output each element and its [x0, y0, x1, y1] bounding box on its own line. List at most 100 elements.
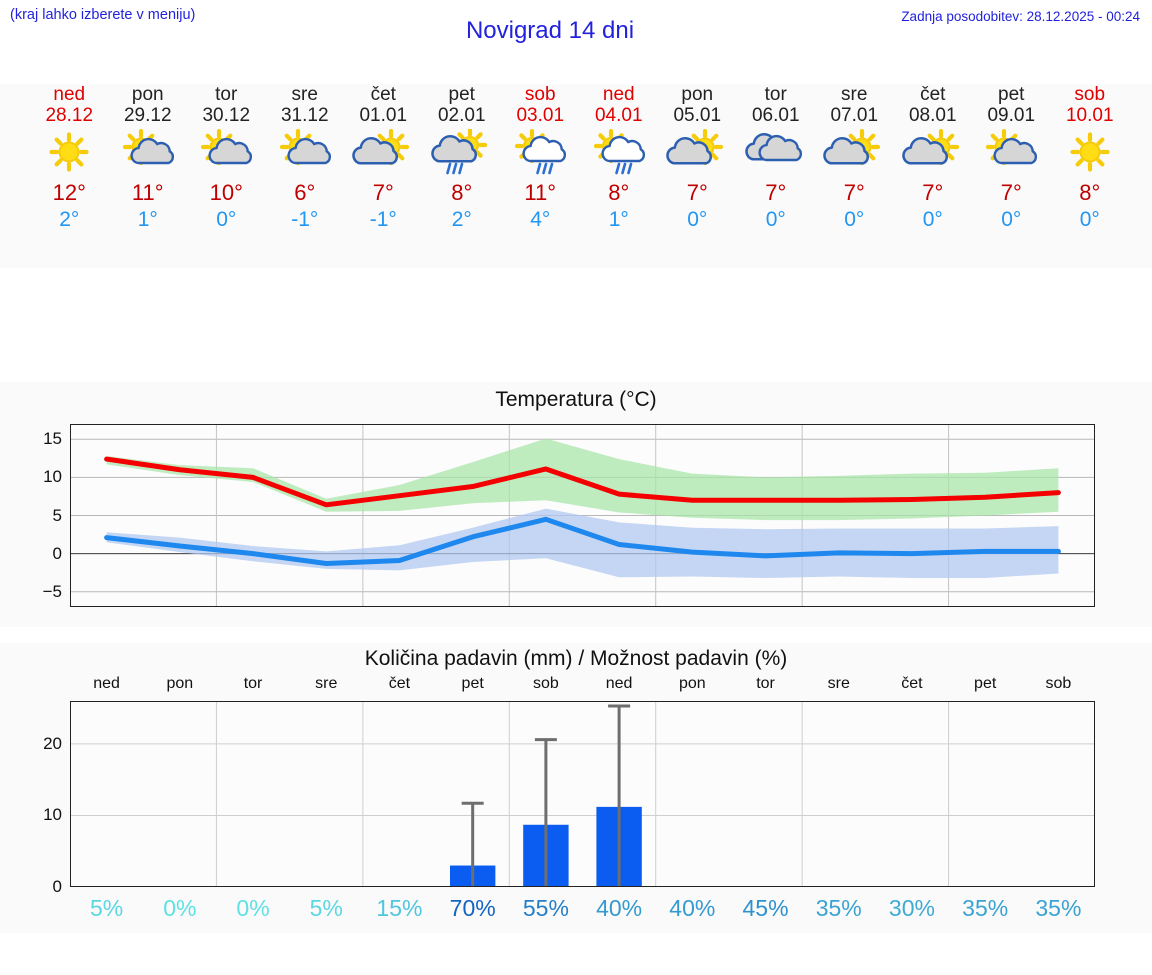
forecast-day-column: sob 10.01 8° 0°: [1051, 84, 1130, 268]
forecast-day-strip: ned 28.12 12° 2° pon 29.12 11° 1° tor 30.12 10° 0…: [0, 84, 1152, 268]
sun-cloud-rain-icon: [508, 129, 572, 179]
precipitation-probability-value: 35%: [815, 895, 862, 921]
precipitation-probability-value: 0%: [236, 895, 270, 921]
temperature-max-value: 11°: [524, 180, 557, 205]
precipitation-probability-value: 45%: [742, 895, 789, 921]
day-of-week-label: sre: [291, 84, 318, 105]
precipitation-probability-value: 55%: [522, 895, 569, 921]
sun-icon: [37, 129, 101, 179]
last-update-text: Zadnja posodobitev: 28.12.2025 - 00:24: [901, 9, 1140, 24]
sun-cloud-icon: [194, 129, 258, 179]
day-date-label: 28.12: [45, 105, 94, 126]
cloud-sun-icon: [901, 129, 965, 179]
precipitation-day-label: ned: [605, 675, 633, 692]
temperature-min-value: 1°: [608, 208, 629, 231]
forecast-day-column: tor 30.12 10° 0°: [187, 84, 266, 268]
temperature-min-value: 2°: [59, 208, 80, 231]
precipitation-probability-value: 0%: [163, 895, 197, 921]
day-of-week-label: ned: [53, 84, 86, 105]
temperature-max-value: 12°: [52, 180, 86, 205]
precipitation-probability-value: 30%: [888, 895, 935, 921]
precipitation-y-axis: 20 10 0: [0, 701, 62, 896]
day-of-week-label: pon: [681, 84, 714, 105]
day-date-label: 05.01: [673, 105, 722, 126]
precipitation-day-label: pon: [166, 675, 194, 692]
page-title: Novigrad 14 dni: [465, 17, 635, 44]
temperature-min-value: 2°: [451, 208, 472, 231]
day-of-week-label: tor: [215, 84, 238, 105]
temperature-max-value: 10°: [209, 180, 243, 205]
temperature-min-value: 0°: [844, 208, 865, 231]
precipitation-day-label: sob: [1045, 675, 1072, 692]
day-date-label: 31.12: [280, 105, 329, 126]
temperature-min-value: -1°: [369, 208, 397, 231]
temperature-max-value: 7°: [1000, 180, 1022, 205]
day-of-week-label: sob: [1074, 84, 1106, 105]
temperature-max-value: 7°: [372, 180, 394, 205]
day-of-week-label: sob: [524, 84, 556, 105]
temperature-max-value: 7°: [922, 180, 944, 205]
precipitation-plot: [70, 701, 1095, 887]
temperature-min-value: 0°: [922, 208, 943, 231]
temperature-max-value: 7°: [686, 180, 708, 205]
temperature-max-value: 8°: [451, 180, 473, 205]
forecast-day-column: pet 02.01 8° 2°: [423, 84, 502, 268]
day-date-label: 08.01: [908, 105, 957, 126]
temperature-y-tick-label: 5: [52, 505, 62, 525]
precipitation-day-label: ned: [93, 675, 120, 692]
precipitation-probability-value: 35%: [1035, 895, 1082, 921]
temperature-min-value: 4°: [530, 208, 551, 231]
temperature-min-value: 0°: [216, 208, 237, 231]
sun-cloud-icon: [273, 129, 337, 179]
precipitation-probability-value: 40%: [669, 895, 716, 921]
day-of-week-label: tor: [764, 84, 787, 105]
day-of-week-label: pon: [131, 84, 164, 105]
sun-icon: [1058, 129, 1122, 179]
forecast-day-column: pon 05.01 7° 0°: [658, 84, 737, 268]
precipitation-probability-row: 5% 0% 0% 5% 15% 70% 55% 40% 40% 45% 35% 30% 35% 35%: [70, 895, 1095, 929]
precipitation-y-tick-label: 10: [43, 805, 62, 825]
precipitation-day-labels: ned pon tor sre čet pet sob ned pon tor sre čet pet s…: [70, 675, 1095, 697]
precipitation-day-label: sob: [532, 675, 559, 692]
temperature-y-tick-label: 15: [43, 429, 62, 449]
temperature-y-tick-label: 0: [52, 543, 62, 563]
precipitation-day-label: pon: [678, 675, 706, 692]
precipitation-day-label: tor: [756, 675, 775, 692]
temperature-min-value: 0°: [687, 208, 708, 231]
temperature-min-value: 1°: [137, 208, 158, 231]
day-of-week-label: pet: [448, 84, 475, 105]
forecast-day-column: pon 29.12 11° 1°: [109, 84, 188, 268]
precipitation-probability-value: 5%: [309, 895, 343, 921]
precipitation-day-label: čet: [388, 675, 411, 692]
precipitation-chart-title: Količina padavin (mm) / Možnost padavin …: [364, 647, 788, 670]
precipitation-probability-value: 5%: [89, 895, 124, 921]
day-date-label: 30.12: [202, 105, 251, 126]
day-of-week-label: ned: [602, 84, 635, 105]
temperature-y-tick-label: −5: [42, 581, 62, 601]
precipitation-y-tick-label: 20: [43, 733, 62, 753]
forecast-day-column: pet 09.01 7° 0°: [972, 84, 1051, 268]
precipitation-probability-value: 70%: [449, 895, 496, 921]
precipitation-chart-section: Količina padavin (mm) / Možnost padavin …: [0, 643, 1152, 933]
day-date-label: 29.12: [123, 105, 172, 126]
forecast-day-column: ned 28.12 12° 2°: [30, 84, 109, 268]
temperature-plot: [70, 424, 1095, 607]
precipitation-day-label: tor: [243, 675, 263, 692]
forecast-day-column: sob 03.01 11° 4°: [501, 84, 580, 268]
temperature-max-value: 11°: [131, 180, 164, 205]
menu-hint-text: (kraj lahko izberete v meniju): [10, 7, 196, 23]
temperature-max-value: 8°: [1079, 180, 1101, 205]
cloud-sun-icon: [822, 129, 886, 179]
day-date-label: 01.01: [359, 105, 408, 126]
day-of-week-label: čet: [370, 84, 396, 105]
precipitation-day-label: sre: [315, 675, 338, 692]
precipitation-probability-value: 15%: [376, 895, 423, 921]
temperature-chart-title: Temperatura (°C): [495, 388, 657, 411]
day-date-label: 07.01: [830, 105, 879, 126]
temperature-min-value: -1°: [291, 208, 319, 231]
cloud-sun-rain-icon: [430, 129, 494, 179]
temperature-max-value: 7°: [765, 180, 787, 205]
sun-cloud-icon: [116, 129, 180, 179]
temperature-max-value: 7°: [843, 180, 865, 205]
day-of-week-label: pet: [998, 84, 1025, 105]
